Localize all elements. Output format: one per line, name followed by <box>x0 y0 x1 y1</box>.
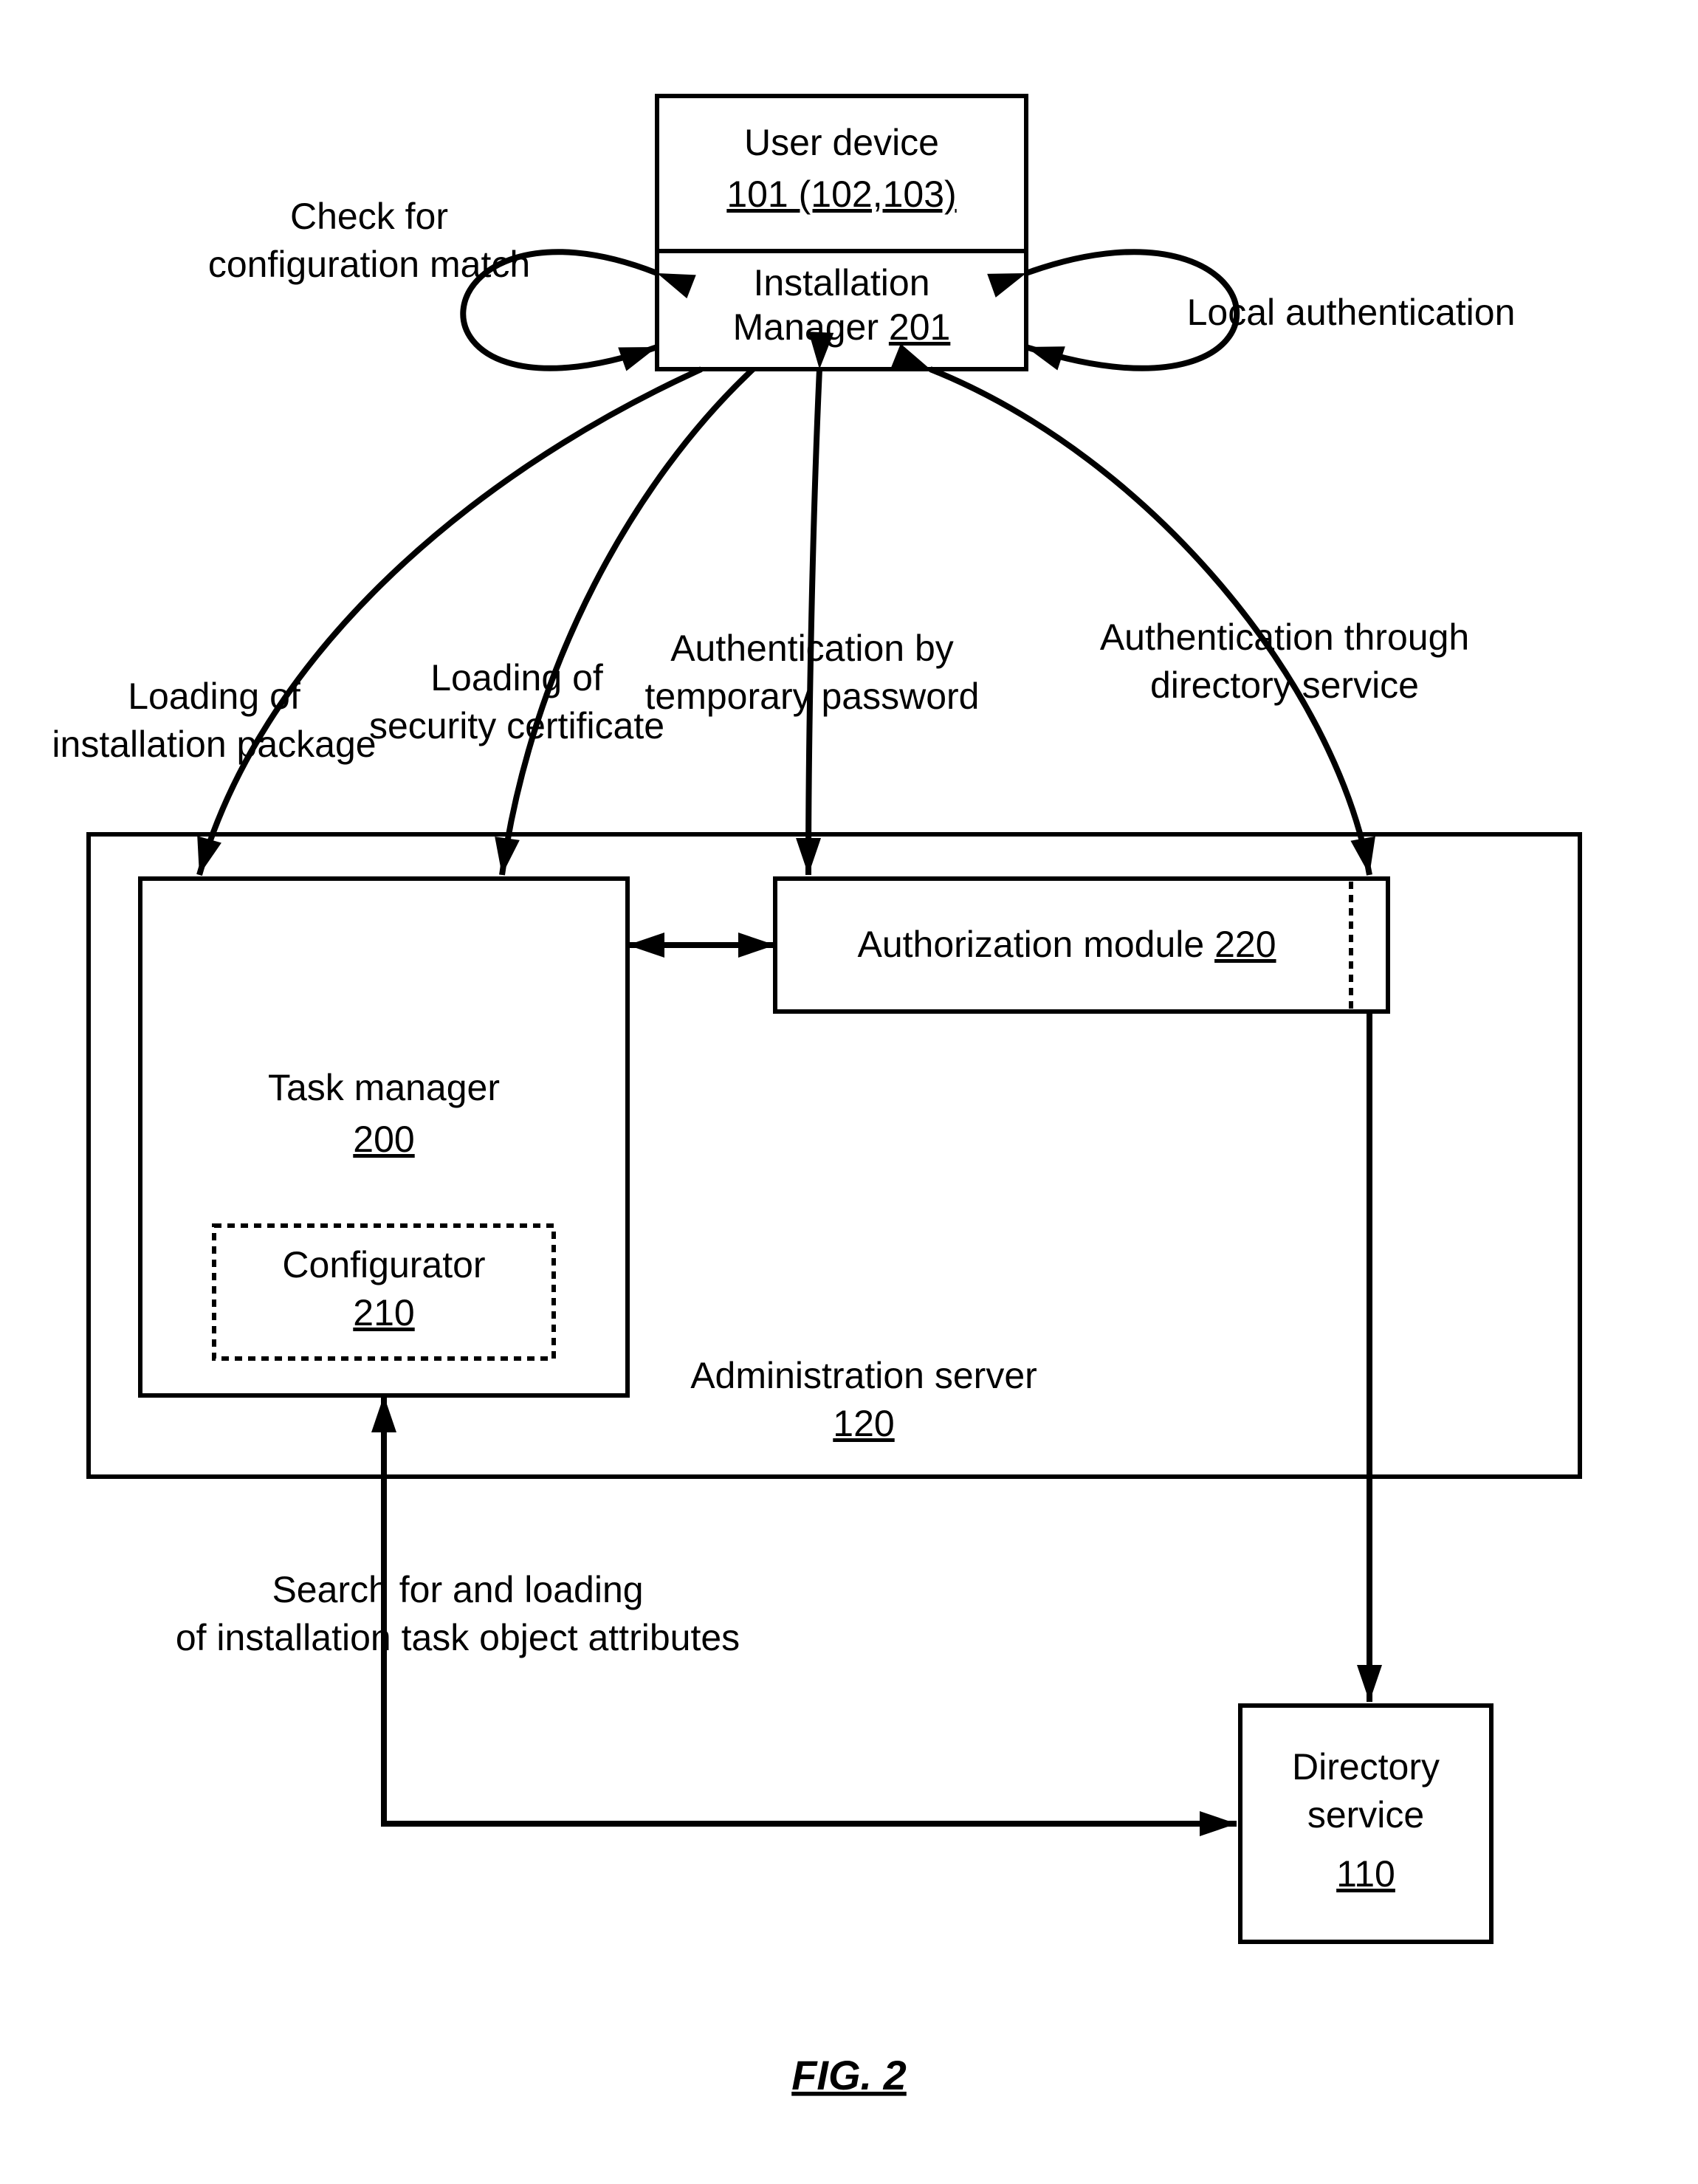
arrowhead-icon <box>1357 1665 1382 1702</box>
search-load-label-2: of installation task object attributes <box>176 1617 740 1658</box>
loading-pkg-label-2: installation package <box>52 724 376 765</box>
directory-service-line1: Directory <box>1292 1746 1440 1788</box>
task-manager-ref: 200 <box>353 1119 414 1160</box>
task-manager-label: Task manager <box>268 1067 500 1108</box>
configurator-ref: 210 <box>353 1292 414 1333</box>
user-device-ref: 101 (102,103) <box>726 174 956 215</box>
arrowhead-icon <box>1026 346 1065 370</box>
auth-dir-label-2: directory service <box>1150 665 1419 706</box>
auth-temp-label-2: temporary password <box>645 676 980 717</box>
auth-module-label: Authorization module 220 <box>857 924 1276 965</box>
search-load-label-1: Search for and loading <box>272 1569 643 1610</box>
loading-cert-label-2: security certificate <box>369 705 664 746</box>
auth-temp-arrow <box>808 369 819 875</box>
auth-temp-label-1: Authentication by <box>670 628 954 669</box>
admin-server-ref: 120 <box>833 1403 894 1444</box>
figure-label: FIG. 2 <box>791 2052 907 2098</box>
user-device-title: User device <box>744 122 939 163</box>
check-config-label-1: Check for <box>290 196 448 237</box>
install-mgr-line1: Installation <box>753 262 929 303</box>
loading-pkg-arrow <box>199 369 701 875</box>
check-config-label-2: configuration match <box>208 244 530 285</box>
loading-cert-label-1: Loading of <box>430 657 603 698</box>
configurator-label: Configurator <box>282 1244 485 1285</box>
loading-cert-arrow <box>502 369 753 875</box>
local-auth-label: Local authentication <box>1187 292 1516 333</box>
directory-service-line2: service <box>1307 1794 1424 1836</box>
admin-server-label: Administration server <box>690 1355 1037 1396</box>
arrowhead-icon <box>618 347 657 371</box>
install-mgr-line2: Manager 201 <box>733 306 951 348</box>
arrowhead-icon <box>1200 1811 1237 1836</box>
loading-pkg-label-1: Loading of <box>128 676 300 717</box>
directory-service-ref: 110 <box>1336 1853 1395 1895</box>
auth-dir-label-1: Authentication through <box>1100 617 1469 658</box>
